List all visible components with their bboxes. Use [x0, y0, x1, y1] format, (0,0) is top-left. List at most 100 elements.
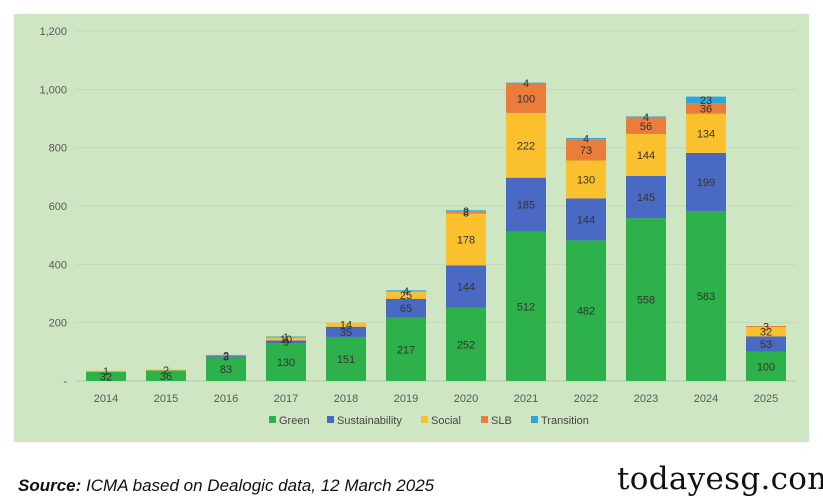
data-label: 8 — [463, 207, 469, 219]
bar-segment-green — [746, 351, 786, 381]
data-label: 199 — [697, 177, 715, 189]
bar-segment-sustainability — [446, 265, 486, 308]
data-label: 100 — [757, 361, 775, 373]
x-tick-label: 2021 — [514, 393, 538, 405]
y-tick-label: 800 — [49, 143, 67, 155]
data-label: 23 — [700, 95, 712, 107]
bar-segment-transition — [506, 82, 546, 84]
bar-segment-slb — [686, 103, 726, 114]
data-label: 512 — [517, 301, 535, 313]
bar-segment-sustainability — [206, 355, 246, 357]
bar-segment-green — [446, 307, 486, 381]
data-label: 36 — [700, 104, 712, 116]
stacked-bar-chart: 321 362 8332130910115135142176525425214417… — [39, 26, 796, 427]
data-label: 134 — [697, 128, 715, 140]
bar-segment-sustainability — [686, 152, 726, 211]
data-label: 145 — [637, 192, 655, 204]
source-note: Source: ICMA based on Dealogic data, 12 … — [18, 476, 434, 496]
x-tick-label: 2022 — [574, 393, 598, 405]
data-label: 2 — [463, 206, 469, 218]
data-label: 130 — [277, 357, 295, 369]
bar-segment-social — [446, 213, 486, 266]
bar-segment-transition — [626, 116, 666, 118]
bar-segment-social — [506, 112, 546, 178]
legend-label: Social — [431, 415, 461, 427]
bar-segment-social — [386, 291, 426, 299]
bar-segment-social — [326, 322, 366, 327]
data-label: 583 — [697, 291, 715, 303]
chart-panel: 32 1 36 2 83 3 2 130 9 10 1 151 35 14 217 65 25 4 252 144 17… — [14, 14, 809, 442]
bar-segment-sustainability — [266, 340, 306, 344]
legend-label: Sustainability — [337, 415, 402, 427]
bar-segment-green — [506, 231, 546, 381]
legend-swatch-transition — [531, 416, 538, 423]
bar-segment-social — [746, 327, 786, 337]
x-tick-label: 2014 — [94, 393, 118, 405]
bar-segment-social — [86, 370, 126, 372]
data-label: 144 — [577, 214, 595, 226]
data-label: 3 — [763, 322, 769, 334]
bar-segment-sustainability — [566, 198, 606, 241]
data-label: 4 — [643, 112, 649, 124]
bar-segment-social — [566, 160, 606, 199]
data-label: 144 — [457, 282, 475, 294]
x-tick-label: 2015 — [154, 393, 178, 405]
data-label: 83 — [220, 364, 232, 376]
data-label: 217 — [397, 344, 415, 356]
y-tick-label: - — [63, 376, 67, 388]
x-tick-label: 2020 — [454, 393, 478, 405]
legend-swatch-slb — [481, 416, 488, 423]
bar-segment-transition — [566, 138, 606, 140]
bar-segment-green — [266, 343, 306, 381]
data-label: 32 — [100, 371, 112, 383]
bar-segment-social — [626, 133, 666, 176]
data-label: 10 — [280, 334, 292, 346]
y-tick-label: 600 — [49, 201, 67, 213]
bar-segment-transition — [386, 290, 426, 292]
data-label: 1 — [103, 366, 109, 378]
bar-segment-slb — [506, 83, 546, 113]
x-tick-label: 2023 — [634, 393, 658, 405]
data-label: 151 — [337, 354, 355, 366]
y-tick-label: 1,200 — [39, 26, 67, 38]
data-label: 222 — [517, 140, 535, 152]
data-label: 2 — [223, 350, 229, 362]
bar-segment-green — [686, 210, 726, 381]
data-label: 252 — [457, 339, 475, 351]
x-tick-label: 2016 — [214, 393, 238, 405]
legend-swatch-green — [269, 416, 276, 423]
bar-segment-social — [686, 113, 726, 153]
data-label: 73 — [580, 145, 592, 157]
source-label: Source: — [18, 476, 82, 495]
data-label: 100 — [517, 93, 535, 105]
bar-segment-social — [266, 337, 306, 341]
legend-label: Transition — [541, 415, 589, 427]
legend-label: SLB — [491, 415, 512, 427]
data-label: 36 — [160, 371, 172, 383]
bar-segment-green — [86, 371, 126, 381]
data-label: 482 — [577, 306, 595, 318]
data-label: 14 — [340, 320, 352, 332]
data-label: 4 — [523, 78, 529, 90]
x-tick-label: 2017 — [274, 393, 298, 405]
bar-segment-sustainability — [326, 326, 366, 337]
bar-segment-green — [326, 336, 366, 381]
data-label: 56 — [640, 121, 652, 133]
bar-segment-green — [566, 240, 606, 381]
legend-swatch-sustainability — [327, 416, 334, 423]
data-label: 2 — [163, 365, 169, 377]
legend-swatch-social — [421, 416, 428, 423]
bar-segment-slb — [446, 211, 486, 214]
y-tick-label: 400 — [49, 259, 67, 271]
data-label: 35 — [340, 327, 352, 339]
bar-segment-transition — [446, 210, 486, 212]
bar-segment-transition — [266, 336, 306, 338]
bar-segment-green — [626, 218, 666, 381]
bar-segment-slb — [626, 117, 666, 134]
source-text: ICMA based on Dealogic data, 12 March 20… — [86, 476, 435, 495]
bar-segment-green — [146, 370, 186, 381]
data-label: 144 — [637, 150, 655, 162]
bar-segment-sustainability — [746, 336, 786, 352]
y-tick-label: 200 — [49, 318, 67, 330]
brand-watermark: todayesg.com — [617, 461, 823, 497]
